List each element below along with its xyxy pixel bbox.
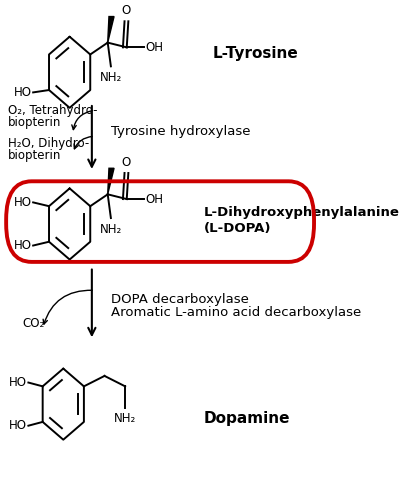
Text: NH₂: NH₂ [100,223,122,236]
Polygon shape [108,17,114,43]
Text: NH₂: NH₂ [100,71,122,84]
Text: OH: OH [145,193,164,205]
Text: H₂O, Dihydro-: H₂O, Dihydro- [8,137,89,150]
Text: CO₂: CO₂ [22,317,44,330]
Text: Dopamine: Dopamine [204,411,291,426]
Text: NH₂: NH₂ [114,412,136,425]
Text: HO: HO [9,419,27,432]
Text: O: O [122,156,131,169]
Text: DOPA decarboxylase: DOPA decarboxylase [111,293,249,307]
Text: Tyrosine hydroxylase: Tyrosine hydroxylase [111,125,250,138]
Text: HO: HO [14,239,31,252]
Text: biopterin: biopterin [8,115,61,128]
Text: L-Dihydroxyphenylalanine: L-Dihydroxyphenylalanine [204,205,400,218]
Text: HO: HO [14,86,31,99]
Text: O₂, Tetrahydro-: O₂, Tetrahydro- [8,103,97,117]
Text: OH: OH [145,41,164,54]
Text: biopterin: biopterin [8,148,61,162]
Text: HO: HO [14,196,31,209]
Text: (L-DOPA): (L-DOPA) [204,222,271,235]
Text: O: O [122,4,131,18]
Text: L-Tyrosine: L-Tyrosine [212,46,298,61]
Polygon shape [108,168,114,194]
Text: Aromatic L-amino acid decarboxylase: Aromatic L-amino acid decarboxylase [111,306,361,319]
Text: HO: HO [9,376,27,389]
